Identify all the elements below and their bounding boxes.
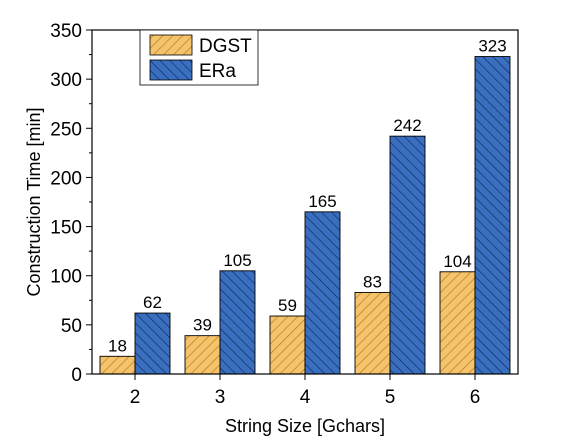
bar-era-2 <box>134 312 171 375</box>
bar-dgst-6 <box>439 271 476 375</box>
legend-swatch-era <box>149 59 193 81</box>
x-tick-label-3: 3 <box>215 387 226 408</box>
x-tick-label-5: 5 <box>385 387 396 408</box>
x-tick-label-4: 4 <box>300 387 311 408</box>
x-axis: 2 3 4 5 6 <box>130 374 481 408</box>
y-tick-label-0: 0 <box>71 365 82 386</box>
y-tick-label-150: 150 <box>50 218 82 239</box>
bar-era-6 <box>474 56 511 375</box>
y-tick-label-200: 200 <box>50 168 82 189</box>
data-label-dgst-4: 59 <box>278 296 297 315</box>
bar-dgst-2 <box>99 355 136 375</box>
x-axis-title: String Size [Gchars] <box>225 416 385 436</box>
bar-era-3 <box>219 270 256 375</box>
data-label-dgst-3: 39 <box>193 316 212 335</box>
bar-dgst-5 <box>354 291 391 375</box>
y-tick-label-100: 100 <box>50 267 82 288</box>
y-axis-title: Construction Time [min] <box>24 107 44 296</box>
data-label-dgst-5: 83 <box>363 272 382 291</box>
data-label-dgst-6: 104 <box>443 252 471 271</box>
data-label-era-4: 165 <box>308 192 336 211</box>
data-label-era-6: 323 <box>478 37 506 56</box>
bar-dgst-3 <box>184 335 221 375</box>
legend-swatch-dgst <box>149 34 193 56</box>
data-label-era-2: 62 <box>143 293 162 312</box>
legend: DGST ERa <box>139 29 259 86</box>
bar-dgst-4 <box>269 315 306 375</box>
bar-era-5 <box>389 135 426 375</box>
data-label-era-3: 105 <box>223 251 251 270</box>
x-tick-label-2: 2 <box>130 387 141 408</box>
data-label-dgst-2: 18 <box>108 336 127 355</box>
y-tick-label-50: 50 <box>61 316 82 337</box>
data-label-era-5: 242 <box>393 116 421 135</box>
x-tick-label-6: 6 <box>470 387 481 408</box>
y-tick-label-300: 300 <box>50 70 82 91</box>
y-tick-label-350: 350 <box>50 21 82 42</box>
bars-group <box>99 56 511 375</box>
value-labels-group: 18 62 39 105 59 165 83 242 104 323 <box>108 37 507 356</box>
legend-label-era: ERa <box>199 61 236 82</box>
y-axis: 0 50 100 150 200 250 300 350 <box>50 21 92 386</box>
y-tick-label-250: 250 <box>50 119 82 140</box>
legend-label-dgst: DGST <box>199 36 252 57</box>
bar-era-4 <box>304 211 341 375</box>
